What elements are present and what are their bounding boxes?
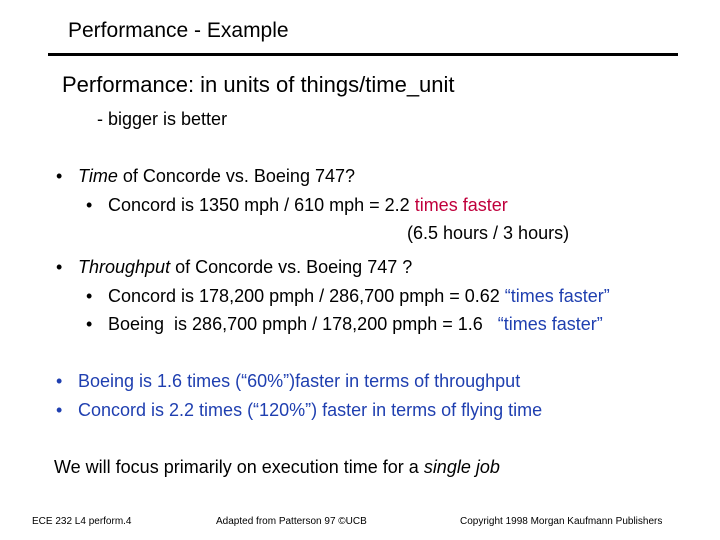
- bullet-icon: •: [56, 400, 63, 420]
- footer-attribution: Adapted from Patterson 97 ©UCB: [216, 516, 367, 527]
- time-term: Time: [78, 166, 118, 186]
- throughput-faster-label-concord: “times faster”: [504, 286, 610, 306]
- slide-subheading: - bigger is better: [97, 109, 228, 129]
- throughput-term: Throughput: [78, 257, 171, 277]
- throughput-sub-bullet-boeing: • Boeing is 286,700 pmph / 178,200 pmph =…: [86, 314, 603, 335]
- bullet-icon: •: [86, 195, 93, 215]
- time-calc: Concord is 1350 mph / 610 mph = 2.2: [108, 195, 415, 215]
- bullet-icon: •: [86, 286, 93, 306]
- throughput-sub-bullet-concord: • Concord is 178,200 pmph / 286,700 pmph …: [86, 286, 610, 307]
- time-question: of Concorde vs. Boeing 747?: [117, 166, 355, 186]
- conclusion-flying-time: • Concord is 2.2 times (“120%”) faster in…: [56, 400, 542, 421]
- throughput-faster-label-boeing: “times faster”: [497, 314, 603, 334]
- bullet-icon: •: [56, 371, 63, 391]
- time-bullet: • Time of Concorde vs. Boeing 747?: [56, 166, 355, 187]
- focus-emphasis: single job: [423, 457, 500, 477]
- throughput-calc-concord: Concord is 178,200 pmph / 286,700 pmph =…: [108, 286, 505, 306]
- focus-statement: We will focus primarily on execution tim…: [54, 457, 500, 478]
- time-sub-bullet: • Concord is 1350 mph / 610 mph = 2.2 tim…: [86, 195, 508, 216]
- title-divider: [48, 53, 678, 56]
- slide-heading: Performance: in units of things/time_uni…: [62, 72, 455, 97]
- bullet-icon: •: [86, 314, 93, 334]
- conclusion-throughput: • Boeing is 1.6 times (“60%”)faster in te…: [56, 371, 520, 392]
- time-hours: (6.5 hours / 3 hours): [407, 223, 570, 243]
- bullet-icon: •: [56, 257, 63, 277]
- slide-title: Performance - Example: [68, 19, 289, 42]
- conclusion-text: Concord is 2.2 times (“120%”) faster in …: [78, 400, 543, 420]
- conclusion-text: Boeing is 1.6 times (“60%”)faster in ter…: [78, 371, 521, 391]
- throughput-question: of Concorde vs. Boeing 747 ?: [170, 257, 413, 277]
- throughput-calc-boeing: Boeing is 286,700 pmph / 178,200 pmph = …: [108, 314, 498, 334]
- focus-text: We will focus primarily on execution tim…: [54, 457, 424, 477]
- footer-copyright: Copyright 1998 Morgan Kaufmann Publisher…: [460, 516, 663, 527]
- bullet-icon: •: [56, 166, 63, 186]
- footer-course: ECE 232 L4 perform.4: [32, 516, 132, 527]
- time-faster-label: times faster: [414, 195, 508, 215]
- throughput-bullet: • Throughput of Concorde vs. Boeing 747 ?: [56, 257, 412, 278]
